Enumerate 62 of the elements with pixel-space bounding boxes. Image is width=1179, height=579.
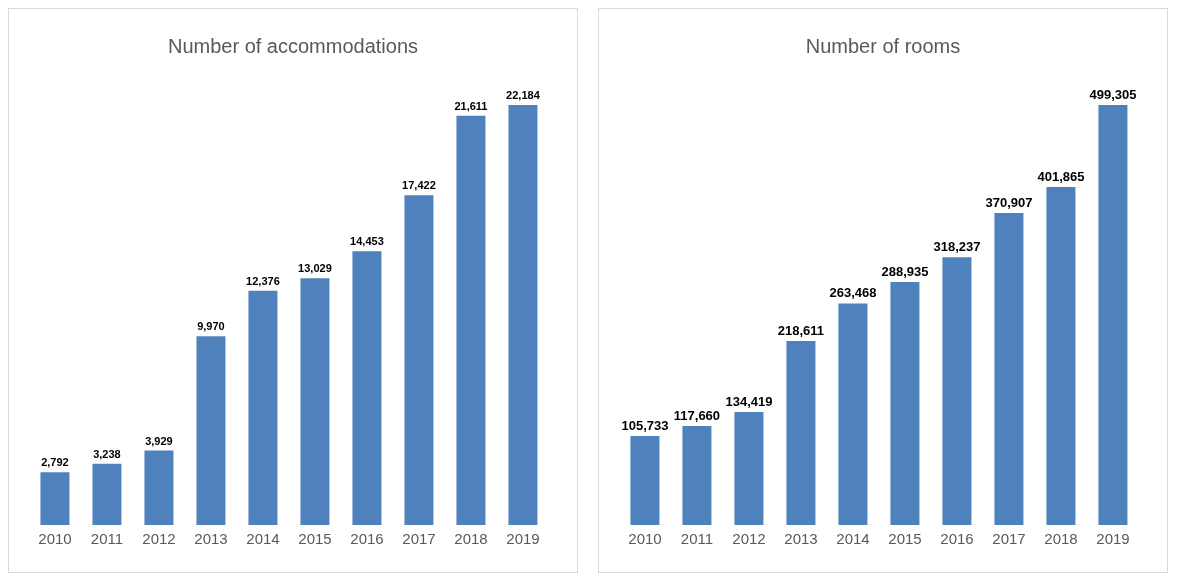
data-label: 9,970 [197, 320, 225, 333]
x-tick-label: 2018 [454, 529, 488, 547]
bar [92, 463, 122, 525]
bar [508, 105, 538, 525]
x-tick-label: 2017 [992, 529, 1026, 547]
x-tick-label: 2013 [784, 529, 818, 547]
data-label: 288,935 [881, 263, 929, 279]
data-label: 117,660 [673, 408, 721, 424]
x-tick-label: 2015 [888, 529, 922, 547]
x-tick-label: 2010 [38, 529, 72, 547]
bar [682, 426, 712, 525]
x-tick-label: 2019 [506, 529, 540, 547]
bar [144, 450, 174, 525]
data-label: 21,611 [454, 99, 488, 112]
data-label: 218,611 [777, 323, 825, 339]
bar [630, 436, 660, 525]
bar [40, 472, 70, 525]
bar [942, 257, 972, 525]
data-label: 370,907 [985, 195, 1033, 210]
x-tick-label: 2015 [298, 529, 332, 547]
bar [404, 195, 434, 525]
data-label: 401,865 [1037, 168, 1085, 184]
x-tick-label: 2014 [836, 529, 870, 547]
bar [248, 290, 278, 525]
bar [890, 281, 920, 525]
bar [838, 303, 868, 525]
x-tick-label: 2019 [1096, 529, 1130, 547]
data-label: 14,453 [350, 235, 384, 248]
x-tick-label: 2018 [1044, 529, 1078, 547]
bar [196, 336, 226, 525]
x-tick-label: 2011 [680, 529, 714, 547]
x-tick-label: 2014 [246, 529, 280, 547]
x-tick-label: 2017 [402, 529, 436, 547]
x-tick-label: 2010 [628, 529, 662, 547]
data-label: 12,376 [246, 274, 280, 287]
data-label: 3,238 [93, 447, 121, 460]
data-label: 17,422 [402, 179, 436, 192]
data-label: 3,929 [145, 434, 173, 447]
x-tick-label: 2016 [940, 529, 974, 547]
chart-title: Number of accommodations [166, 35, 420, 59]
bar [994, 213, 1024, 525]
chart-title: Number of rooms [804, 35, 962, 59]
bar [352, 251, 382, 525]
x-tick-label: 2012 [142, 529, 176, 547]
bar [1098, 105, 1128, 525]
x-tick-label: 2016 [350, 529, 384, 547]
data-label: 105,733 [621, 418, 669, 434]
bar [786, 341, 816, 525]
data-label: 499,305 [1089, 87, 1137, 102]
data-label: 134,419 [725, 393, 773, 409]
bar [456, 115, 486, 525]
data-label: 2,792 [41, 456, 69, 469]
bar [734, 411, 764, 525]
x-tick-label: 2011 [90, 529, 124, 547]
data-label: 263,468 [829, 285, 877, 301]
data-label: 13,029 [298, 262, 332, 275]
bar [1046, 186, 1076, 525]
data-label: 22,184 [506, 89, 541, 101]
x-tick-label: 2013 [194, 529, 228, 547]
x-tick-label: 2012 [732, 529, 766, 547]
bar [300, 278, 330, 525]
data-label: 318,237 [933, 239, 981, 255]
